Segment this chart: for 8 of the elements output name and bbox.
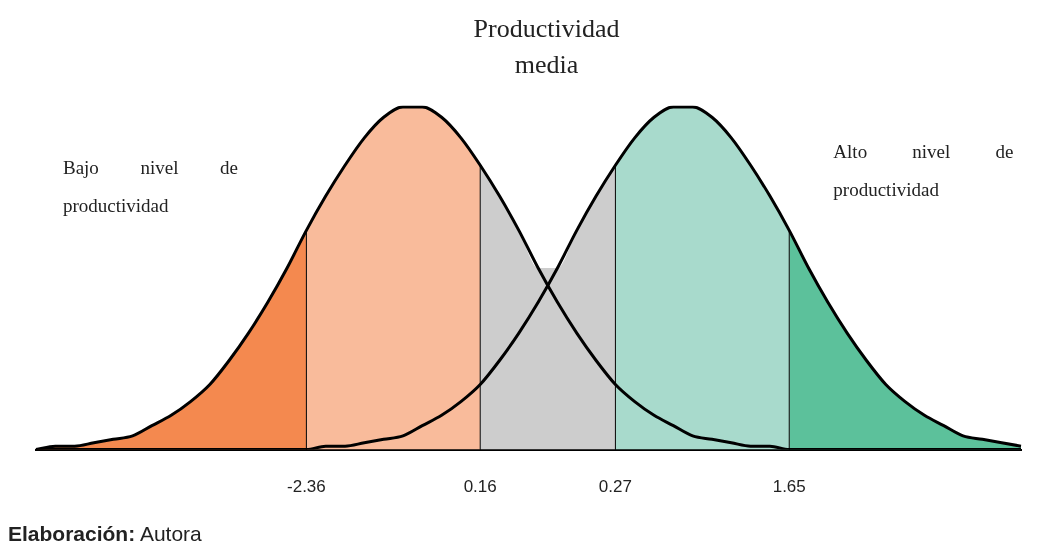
x-tick-label: 1.65 (772, 477, 806, 497)
text: Elaboración: Autora (8, 522, 202, 545)
text: Alto nivel de productividad (833, 140, 1014, 200)
x-tick-label: 0.16 (463, 477, 497, 497)
text: Bajo nivel de productividad (62, 156, 238, 216)
x-tick-label: -2.36 (287, 477, 326, 497)
x-tick-label: 0.27 (598, 477, 632, 497)
chart-title: Productividad media (473, 13, 620, 79)
